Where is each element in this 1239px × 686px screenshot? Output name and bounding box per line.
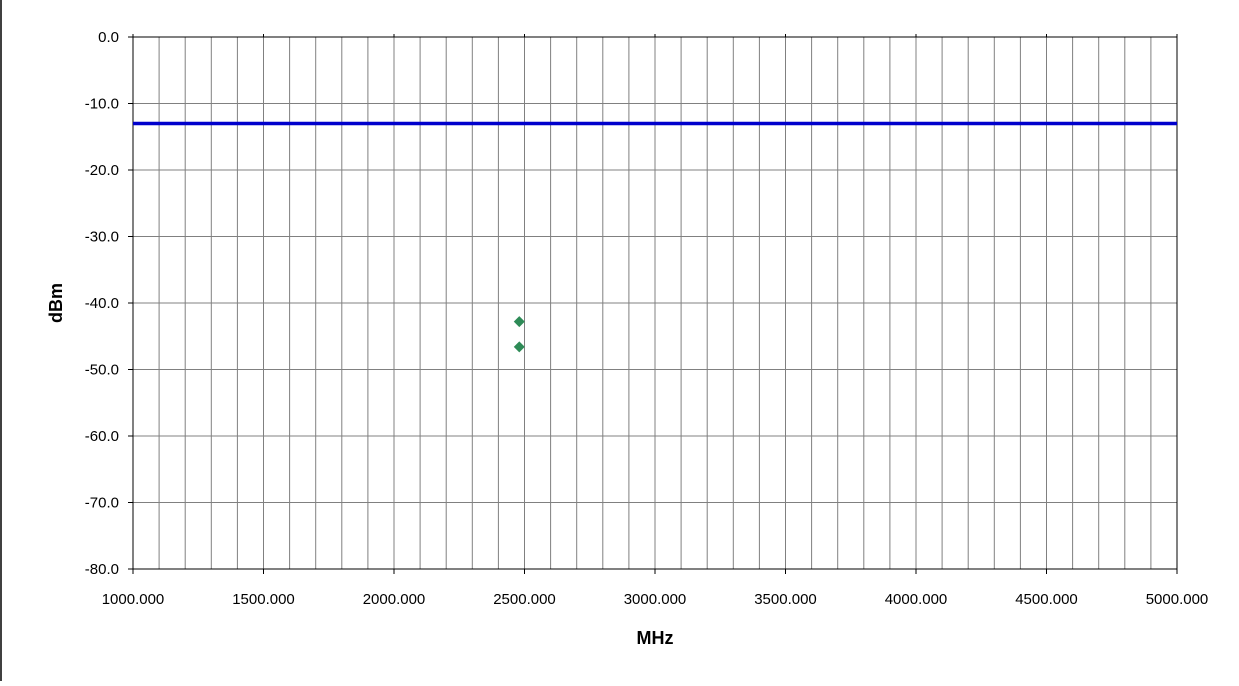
x-axis-ticks: 1000.000 1500.000 2000.000 2500.000 3000.000… xyxy=(102,34,1209,608)
y-tick-label: -70.0 xyxy=(85,495,119,512)
x-tick-label: 3000.000 xyxy=(624,591,687,608)
series-layer xyxy=(133,121,1177,353)
x-tick-label: 1000.000 xyxy=(102,591,165,608)
x-tick-label: 4000.000 xyxy=(885,591,948,608)
y-tick-label: -50.0 xyxy=(85,362,119,379)
data-point-marker xyxy=(513,316,525,328)
x-tick-label: 5000.000 xyxy=(1146,591,1209,608)
x-tick-label: 2000.000 xyxy=(363,591,426,608)
y-axis-ticks: 0.0 -10.0 -20.0 -30.0 -40.0 -50.0 -60.0 -70.0 -8… xyxy=(85,29,133,578)
x-tick-label: 3500.000 xyxy=(754,591,817,608)
y-tick-label: -40.0 xyxy=(85,295,119,312)
y-tick-label: -20.0 xyxy=(85,162,119,179)
y-tick-label: -10.0 xyxy=(85,96,119,113)
y-tick-label: -80.0 xyxy=(85,561,119,578)
x-axis-title: MHz xyxy=(637,628,674,648)
y-tick-label: -60.0 xyxy=(85,428,119,445)
x-tick-label: 2500.000 xyxy=(493,591,556,608)
grid-lines xyxy=(133,36,1177,570)
data-point-marker xyxy=(513,341,525,353)
x-tick-label: 4500.000 xyxy=(1015,591,1078,608)
y-tick-label: -30.0 xyxy=(85,229,119,246)
x-tick-label: 1500.000 xyxy=(232,591,295,608)
y-tick-label: 0.0 xyxy=(98,29,119,46)
y-axis-title: dBm xyxy=(46,283,66,323)
